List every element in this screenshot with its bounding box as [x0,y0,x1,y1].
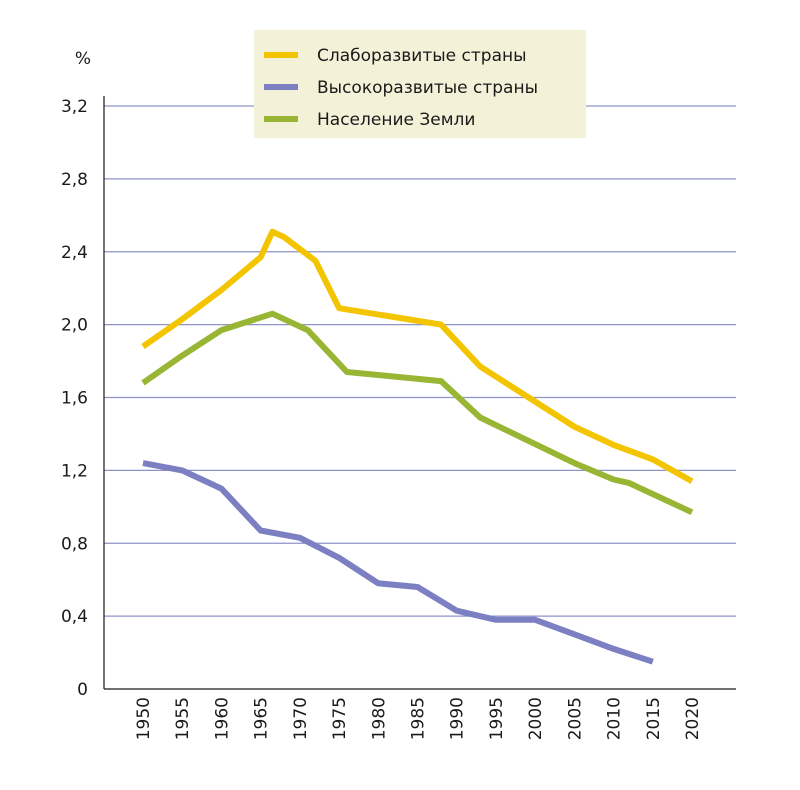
axes [103,96,736,690]
legend-label: Население Земли [317,110,475,130]
series-line-1 [141,228,694,484]
x-tick-label: 1960 [212,697,232,740]
series-line-3 [141,310,694,516]
y-tick-label: 0 [77,680,88,700]
x-tick-label: 1955 [173,697,193,740]
x-tick-label: 1965 [252,697,272,740]
y-tick-labels: 0 0,4 0,8 1,2 1,6 2,0 2,4 2,8 3,2 [61,97,88,700]
legend-background [254,30,586,138]
y-tick-label: 2,8 [61,170,88,190]
legend: Слаборазвитые страны Высокоразвитые стран… [254,30,586,138]
y-tick-label: 3,2 [61,97,88,117]
x-tick-label: 2000 [526,697,546,740]
legend-label: Слаборазвитые страны [317,46,527,66]
y-tick-label: 1,6 [61,389,88,409]
grid-lines [104,105,736,617]
legend-label: Высокоразвитые страны [317,78,538,98]
x-tick-label: 1995 [487,697,507,740]
x-tick-label: 1970 [291,697,311,740]
x-tick-label: 1980 [369,697,389,740]
x-tick-label: 2010 [605,697,625,740]
y-axis-unit-label: % [75,49,91,69]
y-tick-label: 2,4 [61,243,88,263]
y-tick-label: 1,2 [61,461,88,481]
x-tick-label: 1975 [330,697,350,740]
x-tick-label: 1985 [409,697,429,740]
y-tick-label: 2,0 [61,316,88,336]
series-line-2 [142,460,654,665]
x-tick-label: 2015 [644,697,664,740]
series-lines [141,228,694,665]
x-tick-label: 1950 [134,697,154,740]
x-tick-label: 2005 [565,697,585,740]
x-tick-labels: 1950 1955 1960 1965 1970 1975 1980 1985 1990 1995… [134,697,703,740]
y-tick-label: 0,8 [61,534,88,554]
x-tick-label: 2020 [683,697,703,740]
y-tick-label: 0,4 [61,607,88,627]
x-tick-label: 1990 [448,697,468,740]
